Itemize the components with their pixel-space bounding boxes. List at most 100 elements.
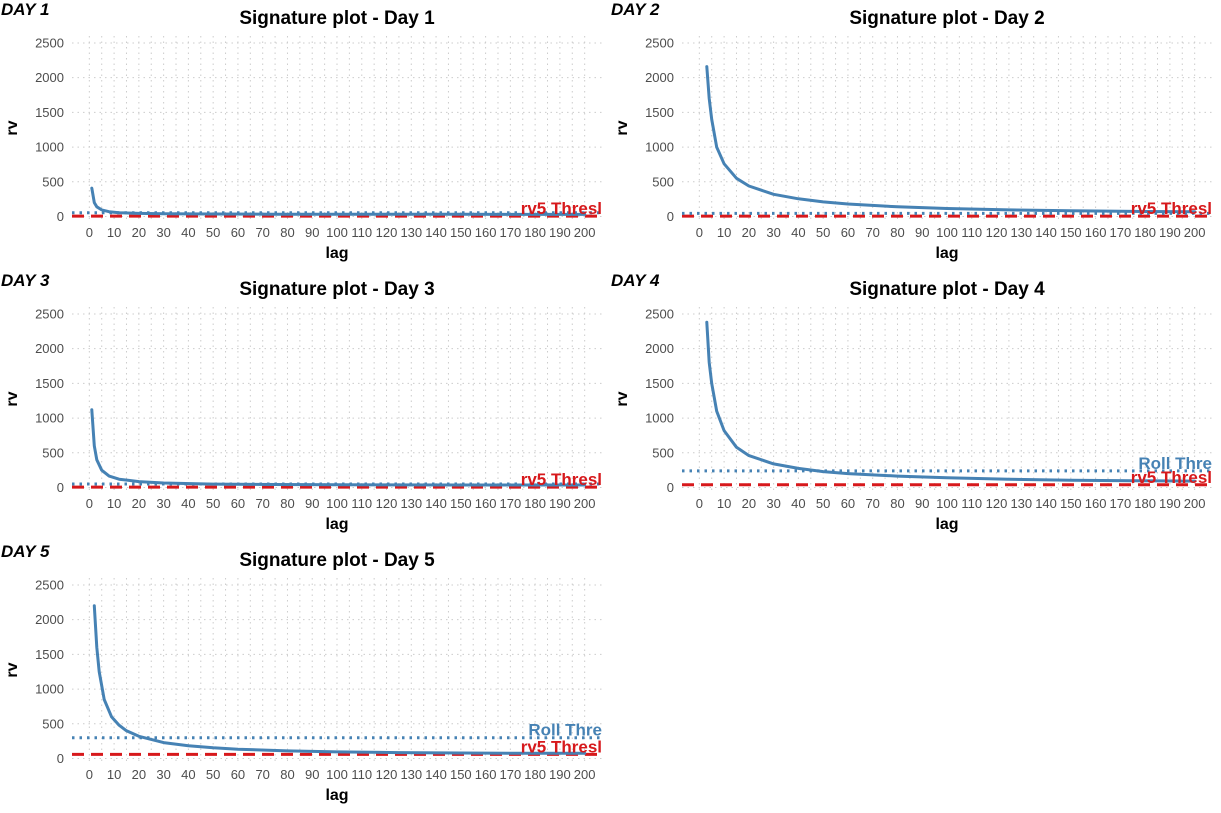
x-tick-label: 190 [1159,225,1181,240]
x-tick-label: 100 [326,496,348,511]
y-tick-label: 1000 [35,411,64,426]
x-tick-label: 30 [156,496,170,511]
x-tick-label: 10 [717,225,731,240]
y-axis-title: rv [614,391,631,406]
x-tick-label: 40 [791,496,805,511]
x-tick-label: 200 [1184,496,1206,511]
chart-svg: DAY 5 Signature plot - Day 50500100015002… [1,542,602,804]
panel-tag: DAY 4 [611,271,660,290]
y-tick-label: 500 [42,174,64,189]
chart-title: Signature plot - Day 2 [849,8,1044,29]
x-tick-label: 30 [766,225,780,240]
x-tick-label: 130 [400,496,422,511]
x-tick-label: 150 [1060,496,1082,511]
x-tick-label: 20 [132,225,146,240]
x-tick-label: 10 [107,767,121,782]
rv-series-line [90,186,587,216]
rv5-threshold-label: rv5 Thresl [1131,199,1212,218]
x-tick-label: 130 [400,767,422,782]
reference-lines [682,211,1212,218]
x-tick-label: 150 [450,225,472,240]
y-tick-label: 2500 [35,35,64,50]
x-tick-label: 0 [86,225,93,240]
grid [72,307,602,491]
chart-svg: DAY 2 Signature plot - Day 20500100015002… [611,0,1212,262]
y-tick-label: 0 [57,209,64,224]
chart-svg: DAY 3 Signature plot - Day 30500100015002… [1,271,602,533]
y-tick-label: 500 [652,445,674,460]
x-tick-label: 140 [1035,496,1057,511]
y-tick-label: 2000 [645,70,674,85]
x-tick-label: 10 [107,496,121,511]
x-tick-label: 160 [475,496,497,511]
rv5-threshold-label: rv5 Thresl [521,199,602,218]
x-tick-label: 190 [549,767,571,782]
x-tick-label: 100 [936,496,958,511]
y-tick-label: 1500 [35,647,64,662]
x-tick-label: 50 [206,767,220,782]
chart-title: Signature plot - Day 4 [849,279,1045,300]
chart-title: Signature plot - Day 3 [239,279,434,300]
x-tick-label: 150 [1060,225,1082,240]
y-tick-label: 1500 [35,105,64,120]
signature-plot-day-2: DAY 2 Signature plot - Day 2 0 500 1000 1500 2… [610,0,1220,270]
x-tick-label: 190 [549,225,571,240]
x-tick-label: 60 [231,225,245,240]
grid [682,307,1212,491]
x-tick-label: 200 [574,767,596,782]
roll-threshold-label: Roll Thre [1138,454,1212,473]
x-tick-label: 50 [206,496,220,511]
x-tick-label: 80 [890,225,904,240]
x-tick-label: 90 [305,225,319,240]
x-tick-label: 180 [1134,496,1156,511]
x-tick-label: 70 [255,496,269,511]
x-tick-label: 30 [766,496,780,511]
x-tick-label: 40 [181,767,195,782]
y-tick-label: 1500 [35,376,64,391]
x-tick-label: 30 [156,225,170,240]
x-tick-label: 20 [742,225,756,240]
y-tick-label: 1500 [645,376,674,391]
x-axis-title: lag [935,516,958,533]
x-axis-title: lag [935,245,958,262]
y-axis-title: rv [4,120,21,135]
panel-tag: DAY 5 [1,542,50,561]
x-tick-label: 20 [742,496,756,511]
grid [682,36,1212,220]
x-tick-label: 70 [255,767,269,782]
x-tick-label: 120 [376,496,398,511]
y-tick-label: 2500 [35,577,64,592]
x-tick-label: 110 [351,767,372,782]
x-tick-label: 40 [181,496,195,511]
x-tick-label: 10 [107,225,121,240]
rv5-threshold-label: rv5 Thresl [521,470,602,489]
x-tick-label: 150 [450,496,472,511]
y-tick-label: 2000 [645,341,674,356]
x-axis-title: lag [325,787,348,804]
x-tick-label: 100 [326,767,348,782]
y-tick-label: 1000 [645,411,674,426]
x-tick-label: 0 [86,496,93,511]
x-tick-label: 160 [475,767,497,782]
x-tick-label: 160 [1085,496,1107,511]
x-tick-label: 160 [475,225,497,240]
y-tick-label: 500 [652,174,674,189]
x-tick-label: 180 [524,225,546,240]
x-tick-label: 110 [961,496,982,511]
x-tick-label: 100 [936,225,958,240]
y-tick-label: 2500 [645,35,674,50]
y-axis-title: rv [4,391,21,406]
x-tick-label: 0 [696,496,703,511]
x-tick-label: 90 [915,225,929,240]
panel-tag: DAY 3 [1,271,50,290]
x-tick-label: 200 [574,496,596,511]
x-tick-label: 70 [865,496,879,511]
y-tick-label: 1000 [35,682,64,697]
x-tick-label: 60 [841,225,855,240]
chart-title: Signature plot - Day 5 [239,550,435,571]
x-tick-label: 110 [351,496,372,511]
x-tick-label: 190 [1159,496,1181,511]
x-tick-label: 170 [1110,496,1132,511]
x-tick-label: 180 [524,767,546,782]
x-tick-label: 80 [280,767,294,782]
